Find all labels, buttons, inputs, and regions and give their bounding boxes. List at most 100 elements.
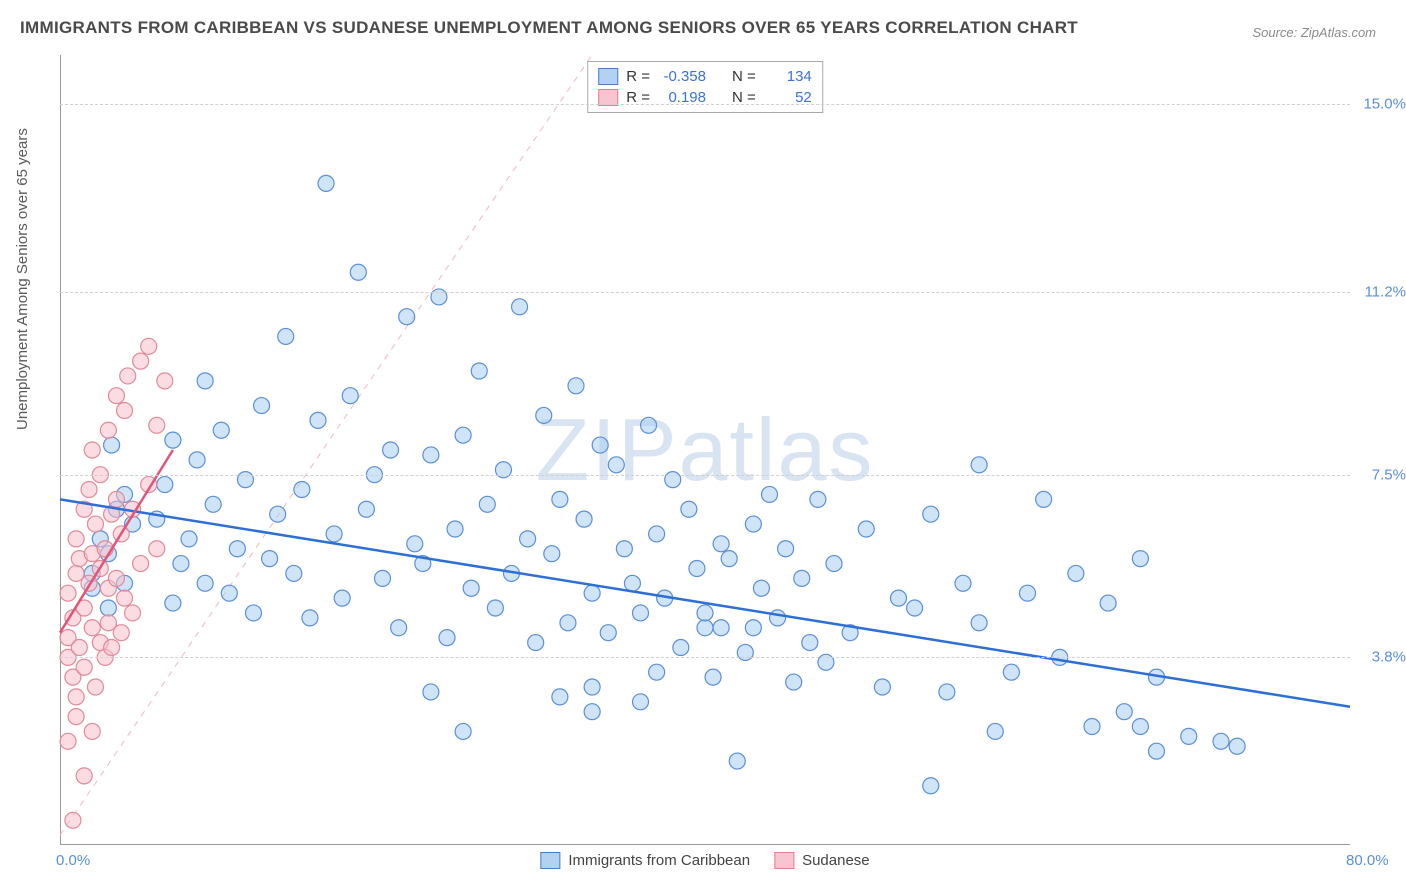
data-point <box>447 521 463 537</box>
data-point <box>84 442 100 458</box>
data-point <box>544 546 560 562</box>
y-axis-label: Unemployment Among Seniors over 65 years <box>14 128 31 430</box>
data-point <box>254 398 270 414</box>
data-point <box>641 417 657 433</box>
data-point <box>189 452 205 468</box>
data-point <box>113 625 129 641</box>
data-point <box>923 778 939 794</box>
data-point <box>286 565 302 581</box>
data-point <box>221 585 237 601</box>
data-point <box>512 299 528 315</box>
data-point <box>971 457 987 473</box>
n-value: 134 <box>764 68 812 85</box>
data-point <box>987 723 1003 739</box>
data-point <box>600 625 616 641</box>
data-point <box>1116 704 1132 720</box>
data-point <box>383 442 399 458</box>
data-point <box>60 733 76 749</box>
data-point <box>87 679 103 695</box>
data-point <box>294 482 310 498</box>
data-point <box>108 491 124 507</box>
data-point <box>745 516 761 532</box>
data-point <box>624 575 640 591</box>
data-point <box>649 526 665 542</box>
y-tick-label: 15.0% <box>1363 96 1406 113</box>
data-point <box>487 600 503 616</box>
source-attribution: Source: ZipAtlas.com <box>1252 25 1376 40</box>
data-point <box>1036 491 1052 507</box>
y-tick-label: 7.5% <box>1372 466 1406 483</box>
data-point <box>689 561 705 577</box>
data-point <box>133 556 149 572</box>
data-point <box>100 422 116 438</box>
x-tick-label: 0.0% <box>56 852 90 869</box>
data-point <box>229 541 245 557</box>
data-point <box>407 536 423 552</box>
data-point <box>794 570 810 586</box>
data-point <box>568 378 584 394</box>
data-point <box>955 575 971 591</box>
data-point <box>1084 719 1100 735</box>
data-point <box>463 580 479 596</box>
y-tick-label: 3.8% <box>1372 649 1406 666</box>
scatter-plot: ZIPatlas R = -0.358 N = 134 R = 0.198 N … <box>60 55 1350 845</box>
data-point <box>342 388 358 404</box>
data-point <box>278 328 294 344</box>
data-point <box>745 620 761 636</box>
data-point <box>520 531 536 547</box>
data-point <box>939 684 955 700</box>
data-point <box>608 457 624 473</box>
data-point <box>729 753 745 769</box>
data-point <box>713 536 729 552</box>
data-point <box>1020 585 1036 601</box>
data-point <box>165 432 181 448</box>
data-point <box>721 551 737 567</box>
data-point <box>391 620 407 636</box>
data-point <box>71 640 87 656</box>
data-point <box>479 496 495 512</box>
data-point <box>858 521 874 537</box>
data-point <box>157 477 173 493</box>
data-point <box>68 689 84 705</box>
data-point <box>423 684 439 700</box>
legend-item: Sudanese <box>774 852 870 869</box>
data-point <box>375 570 391 586</box>
data-point <box>76 768 92 784</box>
data-point <box>87 516 103 532</box>
data-point <box>213 422 229 438</box>
data-point <box>117 590 133 606</box>
grid-line <box>60 104 1350 105</box>
data-point <box>76 659 92 675</box>
data-point <box>1149 743 1165 759</box>
data-point <box>334 590 350 606</box>
data-point <box>1003 664 1019 680</box>
x-tick-label: 80.0% <box>1346 852 1389 869</box>
data-point <box>592 437 608 453</box>
data-point <box>318 175 334 191</box>
data-point <box>528 635 544 651</box>
data-point <box>584 679 600 695</box>
data-point <box>68 709 84 725</box>
data-point <box>1068 565 1084 581</box>
data-point <box>117 403 133 419</box>
data-point <box>802 635 818 651</box>
data-point <box>84 620 100 636</box>
data-point <box>1100 595 1116 611</box>
grid-line <box>60 292 1350 293</box>
data-point <box>681 501 697 517</box>
data-point <box>971 615 987 631</box>
data-point <box>84 723 100 739</box>
data-point <box>68 531 84 547</box>
data-point <box>713 620 729 636</box>
data-point <box>165 595 181 611</box>
data-point <box>584 585 600 601</box>
data-point <box>310 412 326 428</box>
legend-label: Sudanese <box>802 852 870 869</box>
data-point <box>120 368 136 384</box>
swatch-pink <box>774 852 794 869</box>
data-point <box>1132 551 1148 567</box>
data-point <box>350 264 366 280</box>
data-point <box>149 541 165 557</box>
data-point <box>874 679 890 695</box>
data-point <box>1181 728 1197 744</box>
